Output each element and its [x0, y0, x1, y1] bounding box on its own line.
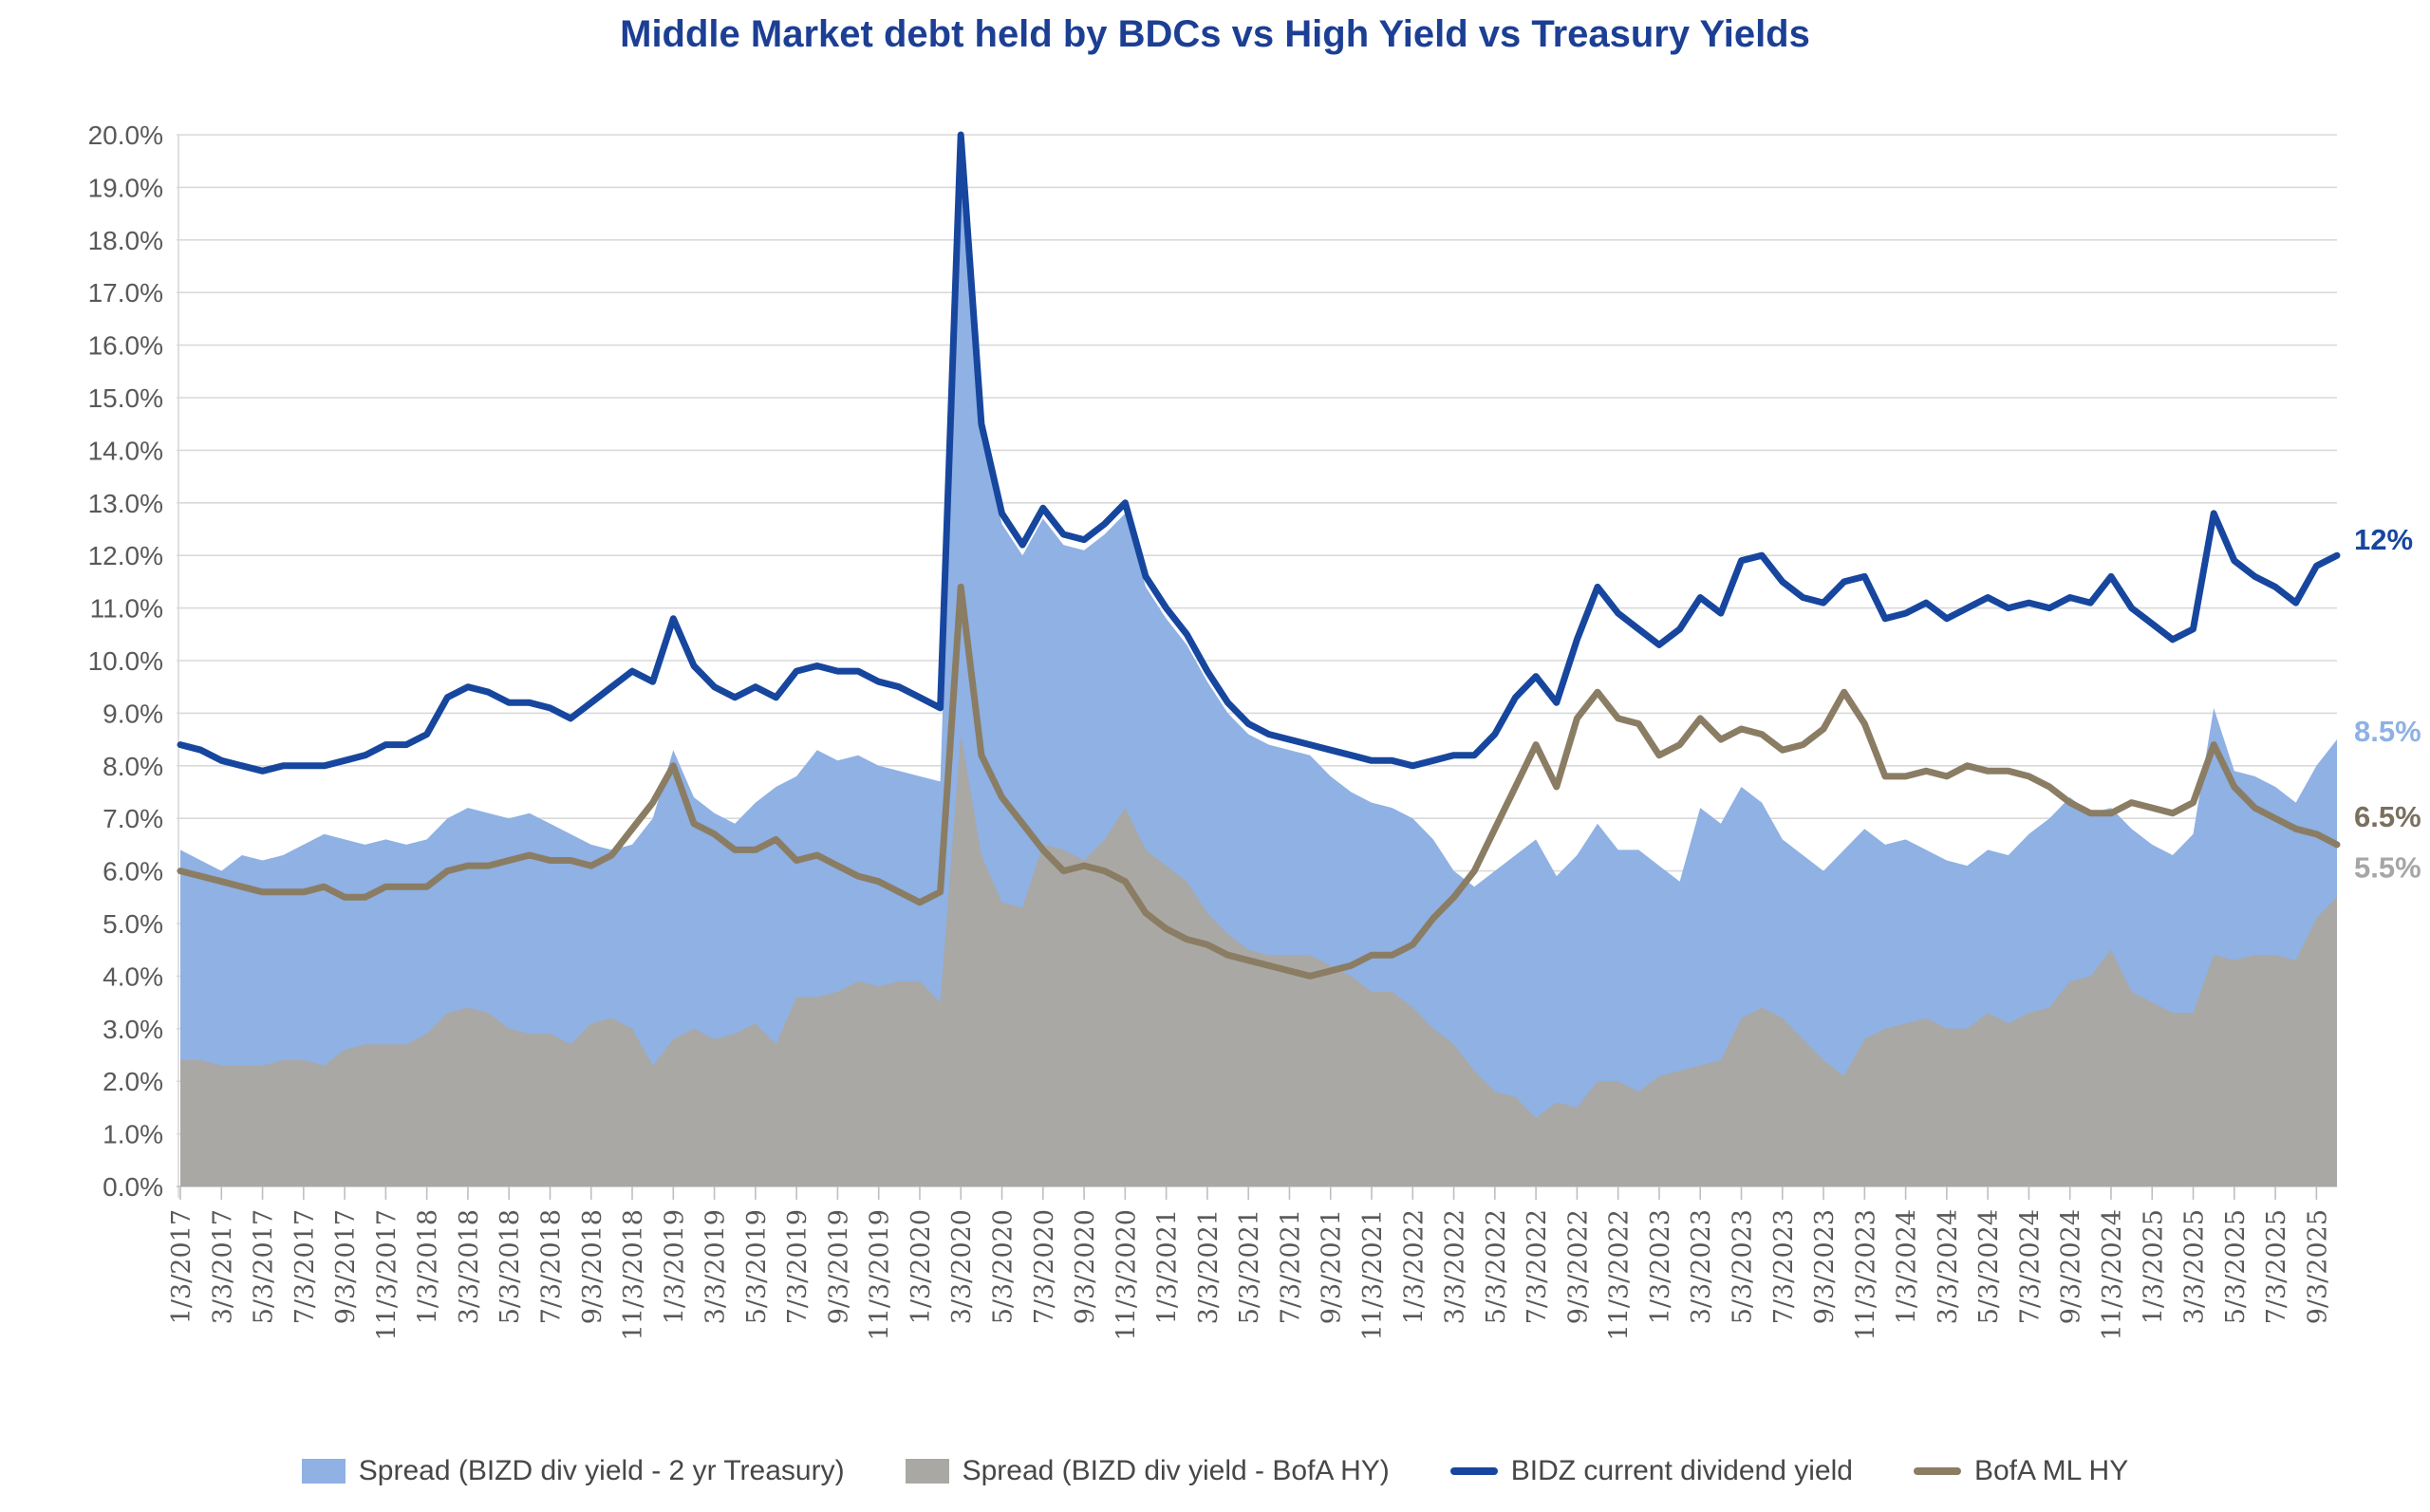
- svg-text:1/3/2018: 1/3/2018: [414, 1209, 443, 1324]
- svg-text:7/3/2023: 7/3/2023: [1769, 1209, 1799, 1324]
- svg-text:17.0%: 17.0%: [88, 278, 163, 308]
- svg-text:3/3/2021: 3/3/2021: [1194, 1209, 1224, 1324]
- svg-text:3/3/2020: 3/3/2020: [947, 1209, 977, 1324]
- svg-text:5/3/2019: 5/3/2019: [742, 1209, 772, 1324]
- svg-text:9/3/2023: 9/3/2023: [1810, 1209, 1840, 1324]
- svg-text:18.0%: 18.0%: [88, 226, 163, 255]
- blue-area-swatch-icon: [301, 1459, 346, 1484]
- svg-text:9/3/2017: 9/3/2017: [331, 1209, 361, 1324]
- svg-text:6.5%: 6.5%: [2354, 800, 2421, 833]
- svg-text:1/3/2020: 1/3/2020: [907, 1209, 936, 1324]
- svg-text:9/3/2019: 9/3/2019: [824, 1209, 853, 1324]
- svg-text:1/3/2024: 1/3/2024: [1893, 1209, 1922, 1324]
- svg-text:7/3/2020: 7/3/2020: [1030, 1209, 1059, 1324]
- svg-text:5/3/2020: 5/3/2020: [989, 1209, 1019, 1324]
- svg-text:11.0%: 11.0%: [90, 594, 163, 624]
- svg-text:8.0%: 8.0%: [103, 752, 163, 781]
- svg-text:3.0%: 3.0%: [103, 1015, 163, 1044]
- svg-text:2.0%: 2.0%: [103, 1067, 163, 1096]
- brown-line-swatch-icon: [1913, 1467, 1961, 1475]
- svg-text:1/3/2023: 1/3/2023: [1646, 1209, 1675, 1324]
- svg-text:3/3/2024: 3/3/2024: [1934, 1209, 1963, 1324]
- svg-text:5/3/2025: 5/3/2025: [2221, 1209, 2251, 1324]
- svg-text:1/3/2017: 1/3/2017: [167, 1209, 196, 1324]
- svg-text:9/3/2025: 9/3/2025: [2303, 1209, 2332, 1324]
- legend-label: BIDZ current dividend yield: [1510, 1455, 1853, 1486]
- legend-label: Spread (BIZD div yield - 2 yr Treasury): [358, 1455, 845, 1486]
- svg-text:11/3/2017: 11/3/2017: [372, 1209, 402, 1340]
- svg-text:11/3/2018: 11/3/2018: [619, 1209, 648, 1340]
- legend-item-spread-bofa-hy: Spread (BIZD div yield - BofA HY): [905, 1455, 1390, 1487]
- legend-label: BofA ML HY: [1973, 1455, 2129, 1486]
- legend-label: Spread (BIZD div yield - BofA HY): [962, 1455, 1390, 1486]
- svg-text:7/3/2021: 7/3/2021: [1276, 1209, 1305, 1324]
- svg-text:3/3/2019: 3/3/2019: [701, 1209, 731, 1324]
- svg-text:11/3/2023: 11/3/2023: [1851, 1209, 1880, 1340]
- svg-text:13.0%: 13.0%: [88, 489, 163, 518]
- svg-text:4.0%: 4.0%: [103, 961, 163, 991]
- gray-area-swatch-icon: [905, 1459, 949, 1484]
- svg-text:9.0%: 9.0%: [103, 699, 163, 728]
- svg-text:11/3/2024: 11/3/2024: [2098, 1209, 2127, 1340]
- svg-text:0.0%: 0.0%: [103, 1172, 163, 1202]
- svg-text:3/3/2022: 3/3/2022: [1441, 1209, 1470, 1324]
- svg-text:3/3/2023: 3/3/2023: [1687, 1209, 1716, 1324]
- svg-text:7/3/2025: 7/3/2025: [2262, 1209, 2291, 1324]
- svg-text:15.0%: 15.0%: [88, 383, 163, 413]
- svg-text:11/3/2019: 11/3/2019: [866, 1209, 895, 1340]
- svg-text:6.0%: 6.0%: [103, 857, 163, 887]
- svg-text:12.0%: 12.0%: [88, 541, 163, 570]
- svg-text:9/3/2020: 9/3/2020: [1071, 1209, 1100, 1324]
- svg-text:11/3/2020: 11/3/2020: [1112, 1209, 1141, 1340]
- chart-legend: Spread (BIZD div yield - 2 yr Treasury) …: [0, 1455, 2430, 1487]
- svg-text:1/3/2021: 1/3/2021: [1153, 1209, 1183, 1324]
- svg-text:3/3/2018: 3/3/2018: [455, 1209, 484, 1324]
- svg-text:5/3/2022: 5/3/2022: [1482, 1209, 1511, 1324]
- svg-text:3/3/2017: 3/3/2017: [208, 1209, 237, 1324]
- svg-text:7/3/2022: 7/3/2022: [1523, 1209, 1552, 1324]
- svg-text:9/3/2021: 9/3/2021: [1318, 1209, 1347, 1324]
- svg-text:11/3/2021: 11/3/2021: [1358, 1209, 1388, 1340]
- svg-text:7/3/2018: 7/3/2018: [536, 1209, 566, 1324]
- svg-text:5/3/2021: 5/3/2021: [1235, 1209, 1264, 1324]
- svg-text:12%: 12%: [2354, 523, 2413, 556]
- svg-text:1.0%: 1.0%: [103, 1120, 163, 1149]
- svg-text:1/3/2025: 1/3/2025: [2139, 1209, 2168, 1324]
- svg-text:5/3/2024: 5/3/2024: [1974, 1209, 2004, 1324]
- svg-text:9/3/2018: 9/3/2018: [578, 1209, 608, 1324]
- svg-text:7.0%: 7.0%: [103, 804, 163, 833]
- svg-text:3/3/2025: 3/3/2025: [2180, 1209, 2210, 1324]
- svg-text:5.5%: 5.5%: [2354, 850, 2421, 884]
- svg-text:19.0%: 19.0%: [88, 173, 163, 202]
- svg-text:5.0%: 5.0%: [103, 909, 163, 939]
- svg-text:7/3/2019: 7/3/2019: [783, 1209, 813, 1324]
- legend-item-spread-2yr-treasury: Spread (BIZD div yield - 2 yr Treasury): [301, 1455, 845, 1487]
- svg-text:1/3/2022: 1/3/2022: [1399, 1209, 1429, 1324]
- svg-text:8.5%: 8.5%: [2354, 715, 2421, 748]
- svg-text:20.0%: 20.0%: [88, 121, 163, 150]
- chart-title: Middle Market debt held by BDCs vs High …: [620, 13, 1810, 55]
- legend-item-bofa-ml-hy: BofA ML HY: [1913, 1455, 2129, 1487]
- navy-line-swatch-icon: [1449, 1467, 1498, 1475]
- svg-text:7/3/2024: 7/3/2024: [2015, 1209, 2045, 1324]
- svg-text:11/3/2022: 11/3/2022: [1605, 1209, 1635, 1340]
- svg-text:5/3/2017: 5/3/2017: [250, 1209, 279, 1324]
- legend-item-bidz-dividend-yield: BIDZ current dividend yield: [1449, 1455, 1853, 1487]
- svg-text:1/3/2019: 1/3/2019: [660, 1209, 689, 1324]
- svg-text:14.0%: 14.0%: [88, 436, 163, 465]
- svg-text:7/3/2017: 7/3/2017: [290, 1209, 320, 1324]
- svg-text:9/3/2024: 9/3/2024: [2057, 1209, 2086, 1324]
- svg-text:10.0%: 10.0%: [88, 646, 163, 676]
- svg-text:5/3/2018: 5/3/2018: [495, 1209, 525, 1324]
- svg-text:16.0%: 16.0%: [88, 331, 163, 361]
- svg-text:9/3/2022: 9/3/2022: [1563, 1209, 1593, 1324]
- svg-text:5/3/2023: 5/3/2023: [1728, 1209, 1757, 1324]
